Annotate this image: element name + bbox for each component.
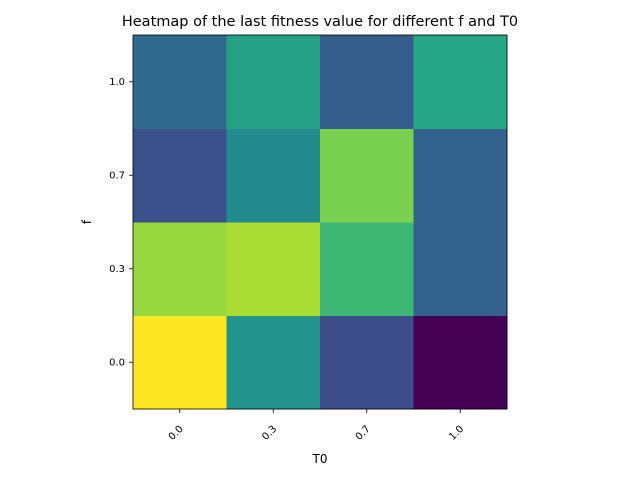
heatmap-cell xyxy=(413,128,508,223)
y-tick-label: 0.7 xyxy=(109,170,125,181)
plot-frame xyxy=(132,34,508,410)
y-tick-label: 0.3 xyxy=(109,264,125,275)
heatmap-cell xyxy=(320,222,414,316)
y-axis-label: f xyxy=(80,219,94,224)
x-tick-label: 0.0 xyxy=(167,424,186,443)
y-axis-ticks: 0.0 0.3 0.7 1.0 xyxy=(109,77,133,368)
heatmap-cell xyxy=(133,315,227,410)
chart-title: Heatmap of the last fitness value for di… xyxy=(122,14,518,30)
heatmap-cell xyxy=(226,222,321,316)
heatmap-cell xyxy=(226,35,321,129)
heatmap-cell xyxy=(133,35,227,129)
x-tick-label: 0.7 xyxy=(354,424,373,443)
heatmap-cells xyxy=(133,35,508,410)
x-axis-ticks: 0.0 0.3 0.7 1.0 xyxy=(167,409,466,443)
heatmap-cell xyxy=(133,222,227,316)
heatmap-cell xyxy=(413,35,508,129)
x-tick-label: 0.3 xyxy=(260,424,279,443)
heatmap-cell xyxy=(413,315,508,410)
heatmap-cell xyxy=(320,35,414,129)
y-tick-label: 0.0 xyxy=(109,357,125,368)
heatmap-cell xyxy=(320,128,414,223)
heatmap-cell xyxy=(226,315,321,410)
heatmap-cell xyxy=(413,222,508,316)
heatmap-cell xyxy=(320,315,414,410)
y-tick-label: 1.0 xyxy=(109,77,125,88)
heatmap-cell xyxy=(226,128,321,223)
x-axis-label: T0 xyxy=(312,452,328,466)
heatmap-cell xyxy=(133,128,227,223)
x-tick-label: 1.0 xyxy=(447,424,466,443)
